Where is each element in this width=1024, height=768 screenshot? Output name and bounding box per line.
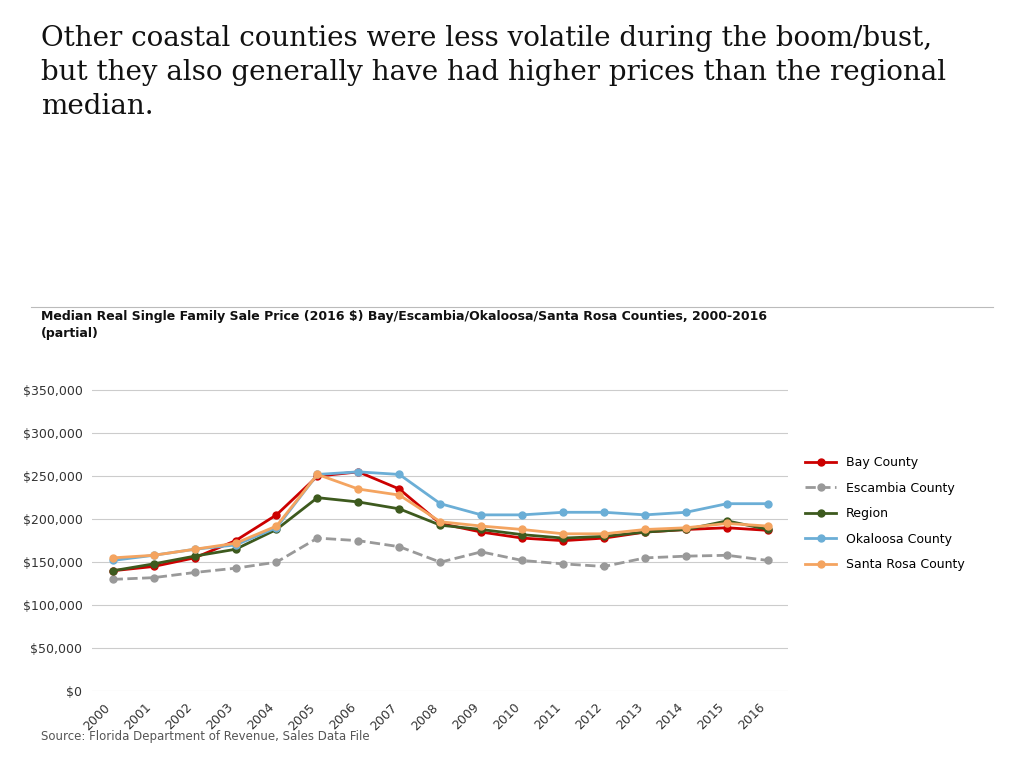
- Legend: Bay County, Escambia County, Region, Okaloosa County, Santa Rosa County: Bay County, Escambia County, Region, Oka…: [805, 456, 965, 571]
- Text: Median Real Single Family Sale Price (2016 $) Bay/Escambia/Okaloosa/Santa Rosa C: Median Real Single Family Sale Price (20…: [41, 310, 767, 339]
- Text: Other coastal counties were less volatile during the boom/bust,
but they also ge: Other coastal counties were less volatil…: [41, 25, 946, 121]
- Text: Source: Florida Department of Revenue, Sales Data File: Source: Florida Department of Revenue, S…: [41, 730, 370, 743]
